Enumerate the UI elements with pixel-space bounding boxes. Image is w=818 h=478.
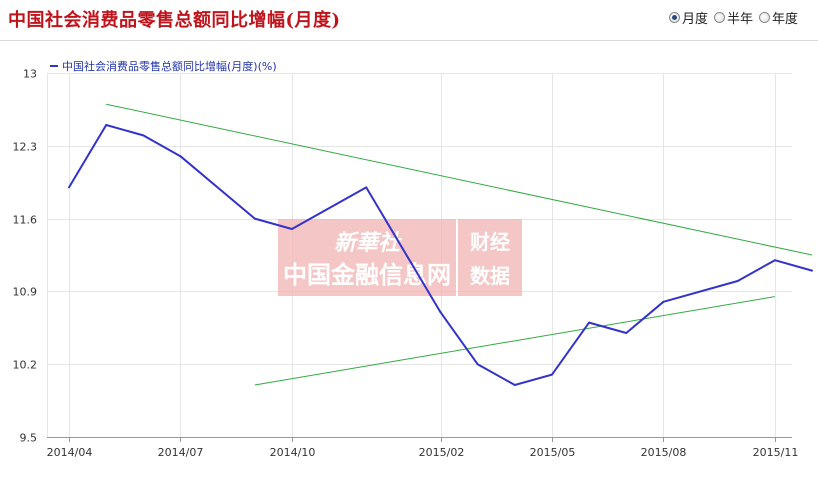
data-point [254,218,256,220]
data-point [625,332,627,334]
x-tick-label: 2015/05 [530,446,576,459]
watermark: 新華社 中国金融信息网 财经 数据 [278,219,522,296]
data-point [105,124,107,126]
y-tick-label: 10.2 [13,359,38,372]
x-tick-label: 2015/08 [641,446,687,459]
data-point [774,259,776,261]
y-tick-label: 9.5 [20,432,38,445]
trendline [255,297,775,385]
data-point [737,280,739,282]
data-point [142,134,144,136]
y-tick-label: 13 [23,68,37,81]
data-point [477,363,479,365]
data-point [514,384,516,386]
watermark-side-line1: 财经 [470,230,510,254]
x-tick-label: 2015/02 [419,446,465,459]
y-tick-label: 12.3 [13,141,38,154]
legend-label: 中国社会消费品零售总额同比增幅(月度)(%) [62,59,277,73]
data-point [291,228,293,230]
data-point [365,186,367,188]
legend: 中国社会消费品零售总额同比增幅(月度)(%) [50,59,277,73]
watermark-site-name: 中国金融信息网 [283,261,451,289]
data-point [662,301,664,303]
data-point [440,311,442,313]
x-tick-label: 2014/04 [47,446,93,459]
x-tick-label: 2014/07 [158,446,204,459]
y-tick-label: 11.6 [13,214,38,227]
data-point [68,186,70,188]
data-point [551,374,553,376]
data-point [179,155,181,157]
y-tick-label: 10.9 [13,286,38,299]
watermark-logo: 新華社 [334,230,403,256]
data-point [811,270,813,272]
watermark-side-line2: 数据 [470,264,510,288]
x-tick-label: 2014/10 [270,446,316,459]
x-tick-label: 2015/11 [753,446,799,459]
data-point [588,322,590,324]
